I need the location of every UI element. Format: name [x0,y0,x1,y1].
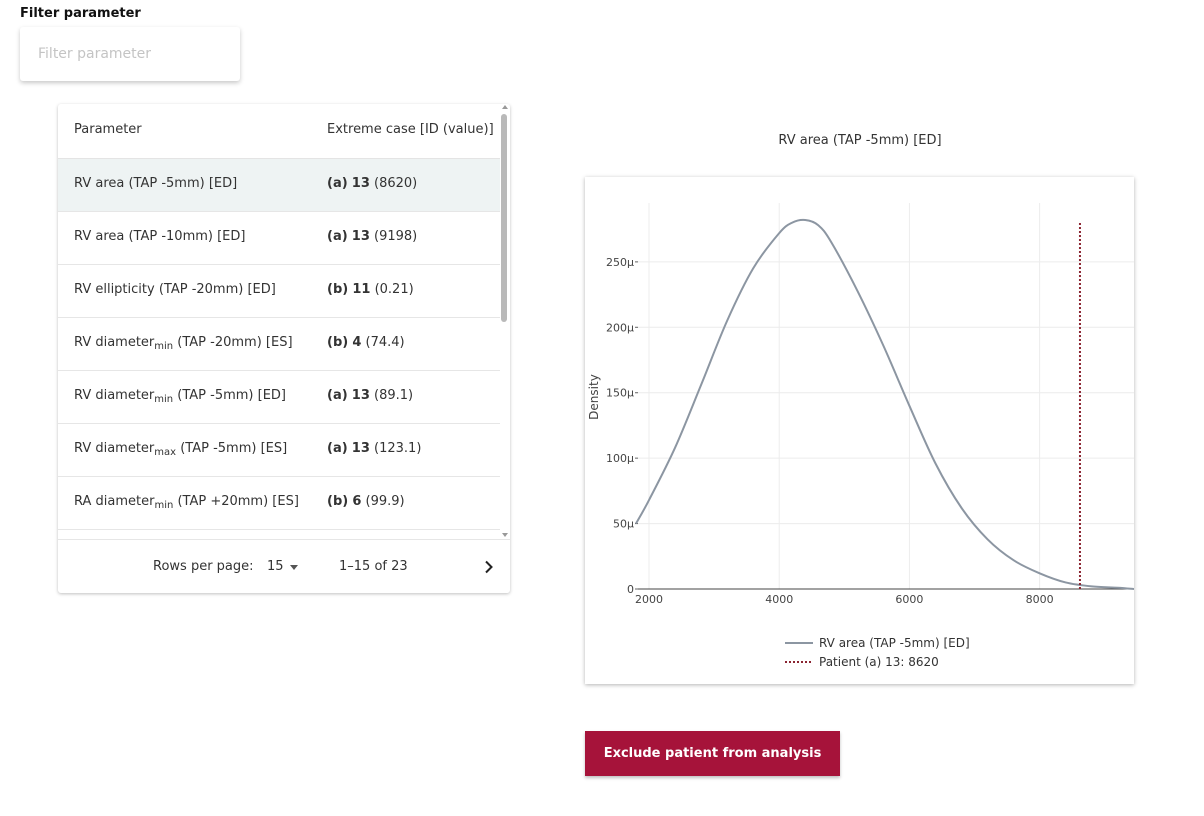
extreme-value: (89.1) [374,388,414,403]
parameter-name: RV area (TAP -5mm) [ED] [74,176,238,191]
header-parameter[interactable]: Parameter [74,122,142,137]
caret-down-icon[interactable] [290,565,298,570]
parameter-cell: RV diametermin (TAP -20mm) [ES] [74,335,293,352]
table-row[interactable]: RV diametermax (TAP -5mm) [ES] (a) 13 (12… [58,424,500,477]
parameter-name: RV area (TAP -10mm) [ED] [74,229,246,244]
patient-id: 13 [351,388,370,403]
extreme-case-cell: (a) 13 (9198) [327,229,417,244]
extreme-case-cell: (a) 13 (89.1) [327,388,413,403]
filter-parameter-field [20,27,240,81]
extreme-value: (74.4) [365,335,405,350]
chart-title: RV area (TAP -5mm) [ED] [778,133,942,148]
parameter-subscript: max [154,447,177,458]
parameter-suffix: (TAP -5mm) [ED] [173,388,287,403]
parameter-subscript: min [154,394,174,405]
filter-parameter-input[interactable] [38,42,228,66]
patient-group: (b) [327,335,349,350]
density-chart: 2000 4000 6000 8000 0 50µ 100µ 150µ 200µ 250µ Dens… [585,177,1134,684]
header-extreme-case[interactable]: Extreme case [ID (value)] [327,122,494,137]
patient-id: 6 [352,494,362,509]
patient-id: 13 [351,441,370,456]
patient-id: 13 [351,176,370,191]
parameter-cell: RV area (TAP -5mm) [ED] [74,176,237,191]
exclude-patient-button[interactable]: Exclude patient from analysis [585,731,840,776]
y-tick-label: 100µ [606,452,634,465]
rows-per-page-label: Rows per page: [153,559,254,574]
scroll-thumb[interactable] [501,114,507,322]
parameter-table: Parameter Extreme case [ID (value)] RV a… [58,104,510,593]
parameter-cell: RV diametermin (TAP -5mm) [ED] [74,388,286,405]
patient-id: 4 [352,335,362,350]
parameter-cell: RA diametermin (TAP +20mm) [ES] [74,494,299,511]
patient-group: (a) [327,176,348,191]
table-row[interactable]: RA diametermin (TAP +20mm) [ES] (b) 6 (99… [58,477,500,530]
patient-group: (a) [327,441,348,456]
y-tick-label: 0 [627,583,634,596]
y-axis-label: Density [587,374,601,420]
extreme-value: (8620) [374,176,418,191]
parameter-cell: RV diametermax (TAP -5mm) [ES] [74,441,287,458]
extreme-case-cell: (b) 6 (99.9) [327,494,405,509]
legend-label: Patient (a) 13: 8620 [819,655,939,669]
scroll-down-icon[interactable] [502,533,508,537]
extreme-case-cell: (b) 11 (0.21) [327,282,414,297]
extreme-case-cell: (a) 13 (8620) [327,176,417,191]
parameter-suffix: (TAP +20mm) [ES] [173,494,299,509]
extreme-value: (0.21) [374,282,414,297]
chevron-right-icon[interactable] [482,560,496,574]
table-body: RV area (TAP -5mm) [ED] (a) 13 (8620) RV a… [58,159,500,539]
pagination-range: 1–15 of 23 [339,559,408,574]
parameter-subscript: min [154,341,174,352]
table-row[interactable]: RV area (TAP -10mm) [ED] (a) 13 (9198) [58,212,500,265]
parameter-subscript: min [154,500,174,511]
density-plot: 2000 4000 6000 8000 0 50µ 100µ 150µ 200µ 250µ Dens… [587,203,1134,669]
parameter-name: RV diameter [74,335,155,350]
extreme-value: (9198) [374,229,418,244]
x-tick-label: 6000 [895,593,923,606]
y-tick-label: 150µ [606,387,634,400]
extreme-case-cell: (b) 4 (74.4) [327,335,405,350]
patient-id: 13 [351,229,370,244]
y-tick-label: 50µ [613,518,634,531]
pagination: Rows per page: 15 1–15 of 23 [58,539,510,593]
filter-label: Filter parameter [20,6,141,21]
patient-group: (b) [327,494,349,509]
density-series-line [635,218,1134,590]
extreme-case-cell: (a) 13 (123.1) [327,441,421,456]
table-header: Parameter Extreme case [ID (value)] [58,104,500,159]
x-tick-label: 2000 [635,593,663,606]
table-row[interactable]: RV ellipticity (TAP -20mm) [ED] (b) 11 (0… [58,265,500,318]
parameter-name: RV ellipticity (TAP -20mm) [ED] [74,282,276,297]
parameter-suffix: (TAP -20mm) [ES] [173,335,293,350]
table-row[interactable]: RV diametermin (TAP -5mm) [ED] (a) 13 (89… [58,371,500,424]
patient-group: (b) [327,282,349,297]
patient-group: (a) [327,388,348,403]
patient-id: 11 [352,282,371,297]
rows-per-page-select[interactable]: 15 [267,559,284,574]
scroll-up-icon[interactable] [502,105,508,109]
parameter-suffix: (TAP -5mm) [ES] [176,441,288,456]
extreme-value: (123.1) [374,441,422,456]
parameter-cell: RV area (TAP -10mm) [ED] [74,229,245,244]
x-tick-label: 4000 [765,593,793,606]
table-row[interactable]: RV diametermin (TAP -20mm) [ES] (b) 4 (74… [58,318,500,371]
table-scrollbar[interactable] [500,104,510,539]
extreme-value: (99.9) [365,494,405,509]
parameter-cell: RV ellipticity (TAP -20mm) [ED] [74,282,276,297]
parameter-name: RV diameter [74,441,155,456]
table-row[interactable]: RV area (TAP -5mm) [ED] (a) 13 (8620) [58,159,500,212]
patient-group: (a) [327,229,348,244]
parameter-name: RA diameter [74,494,155,509]
y-tick-label: 200µ [606,321,634,334]
parameter-name: RV diameter [74,388,155,403]
table-row[interactable] [58,530,500,539]
x-tick-label: 8000 [1026,593,1054,606]
y-tick-label: 250µ [606,256,634,269]
legend-label: RV area (TAP -5mm) [ED] [819,636,970,650]
